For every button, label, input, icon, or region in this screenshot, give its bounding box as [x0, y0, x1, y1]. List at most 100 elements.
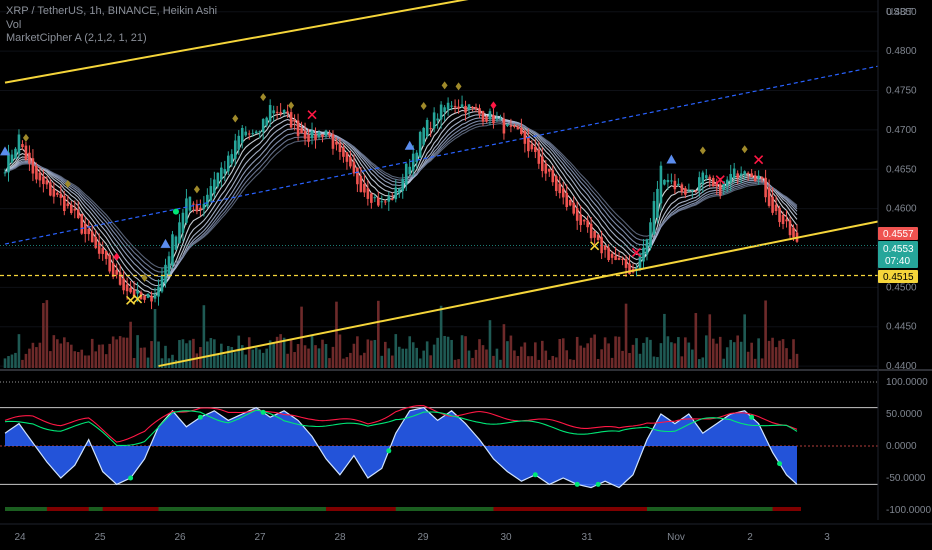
- volume-bar: [711, 338, 715, 368]
- volume-bar: [411, 342, 415, 368]
- volume-bar: [129, 321, 132, 368]
- volume-bar: [363, 352, 366, 368]
- marketcipher-indicator-label[interactable]: MarketCipher A (2,1,2, 1, 21): [6, 32, 147, 44]
- signal-strip-segment: [200, 507, 215, 511]
- candle-body: [701, 172, 705, 184]
- candle-body: [220, 167, 223, 180]
- candle-body: [509, 125, 513, 127]
- candle-body: [596, 234, 600, 241]
- candle-body: [342, 147, 345, 157]
- signal-strip-segment: [214, 507, 229, 511]
- volume-bar: [527, 356, 530, 368]
- volume-bar: [185, 343, 188, 368]
- volume-bar: [534, 342, 537, 368]
- candle-body: [390, 198, 394, 200]
- candle-body: [279, 112, 282, 114]
- volume-bar: [774, 347, 778, 368]
- candle-body: [373, 197, 377, 199]
- candle-body: [568, 199, 572, 206]
- candle-body: [478, 108, 481, 115]
- volume-bar: [537, 359, 541, 368]
- candle-body: [111, 263, 115, 277]
- volume-bar: [673, 343, 677, 368]
- signal-strip-segment: [130, 507, 146, 511]
- candle-body: [600, 237, 603, 254]
- volume-bar: [781, 339, 785, 368]
- volume-bar: [582, 347, 586, 368]
- volume-bar: [3, 358, 7, 368]
- volume-bar: [785, 348, 788, 368]
- candle-body: [268, 105, 272, 122]
- oscillator-cross-dot: [595, 481, 601, 487]
- volume-bar: [722, 358, 726, 368]
- candle-body: [698, 177, 701, 191]
- candle-body: [171, 234, 174, 266]
- signal-strip-segment: [507, 507, 522, 511]
- volume-bar: [499, 359, 502, 368]
- volume-bar: [404, 348, 408, 368]
- candle-body: [436, 118, 439, 121]
- volume-bar: [401, 348, 405, 368]
- candle-body: [792, 227, 795, 238]
- yellow-cross-marker: [133, 294, 143, 304]
- volume-bar: [568, 359, 572, 368]
- oscillator-axis-tick: -100.0000: [886, 505, 931, 516]
- candle-body: [59, 193, 63, 198]
- volume-bar: [59, 343, 63, 368]
- volume-bar: [52, 335, 56, 368]
- signal-strip-segment: [772, 507, 788, 511]
- candle-body: [760, 176, 764, 179]
- candle-body: [513, 126, 516, 128]
- volume-bar: [603, 337, 607, 368]
- candle-body: [387, 196, 391, 202]
- candle-body: [45, 180, 49, 185]
- volume-bar: [209, 338, 213, 368]
- volume-bar: [760, 358, 764, 368]
- signal-strip-segment: [339, 507, 355, 511]
- candle-body: [56, 192, 59, 195]
- volume-bar: [593, 334, 596, 368]
- candle-body: [464, 105, 467, 113]
- volume-bar: [767, 340, 771, 368]
- volume-bar: [233, 352, 237, 368]
- price-axis-currency: USDT: [886, 7, 913, 18]
- volume-bar: [153, 309, 157, 368]
- volume-bar: [97, 344, 101, 368]
- volume-bar: [614, 336, 617, 368]
- time-axis[interactable]: 24 25 26 27 28 29 30 31 Nov 2 3: [14, 532, 830, 543]
- volume-indicator-label[interactable]: Vol: [6, 18, 22, 31]
- candle-body: [188, 196, 192, 211]
- volume-bar: [589, 337, 593, 368]
- candle-body: [446, 102, 450, 110]
- last-price-tag-bg: [878, 241, 918, 268]
- candle-body: [258, 131, 261, 133]
- time-axis-tick: 27: [254, 532, 266, 543]
- volume-bar: [352, 343, 356, 368]
- signal-strip-segment: [423, 507, 439, 511]
- volume-bar: [307, 348, 310, 368]
- volume-bar: [188, 340, 192, 368]
- oscillator-axis[interactable]: 100.0000 50.0000 0.0000 -50.0000 -100.0000: [886, 377, 931, 516]
- time-axis-tick: 26: [174, 532, 186, 543]
- signal-strip-segment: [144, 507, 160, 511]
- volume-bar: [701, 357, 705, 368]
- symbol-title[interactable]: XRP / TetherUS, 1h, BINANCE, Heikin Ashi: [6, 5, 218, 17]
- volume-bar: [17, 334, 21, 368]
- candle-body: [544, 163, 548, 174]
- signal-strip-segment: [591, 507, 606, 511]
- candle-body: [125, 284, 129, 292]
- volume-bar: [160, 358, 164, 368]
- volume-bar: [286, 353, 289, 368]
- volume-bar: [181, 339, 185, 368]
- volume-bar: [635, 338, 638, 368]
- volume-bar: [464, 336, 467, 368]
- volume-bar: [220, 343, 223, 368]
- candle-body: [129, 287, 132, 293]
- volume-bar: [125, 337, 129, 368]
- candle-body: [314, 134, 317, 140]
- candle-body: [715, 182, 719, 187]
- volume-bar: [579, 345, 582, 368]
- candle-body: [185, 198, 188, 223]
- volume-bar: [631, 344, 635, 368]
